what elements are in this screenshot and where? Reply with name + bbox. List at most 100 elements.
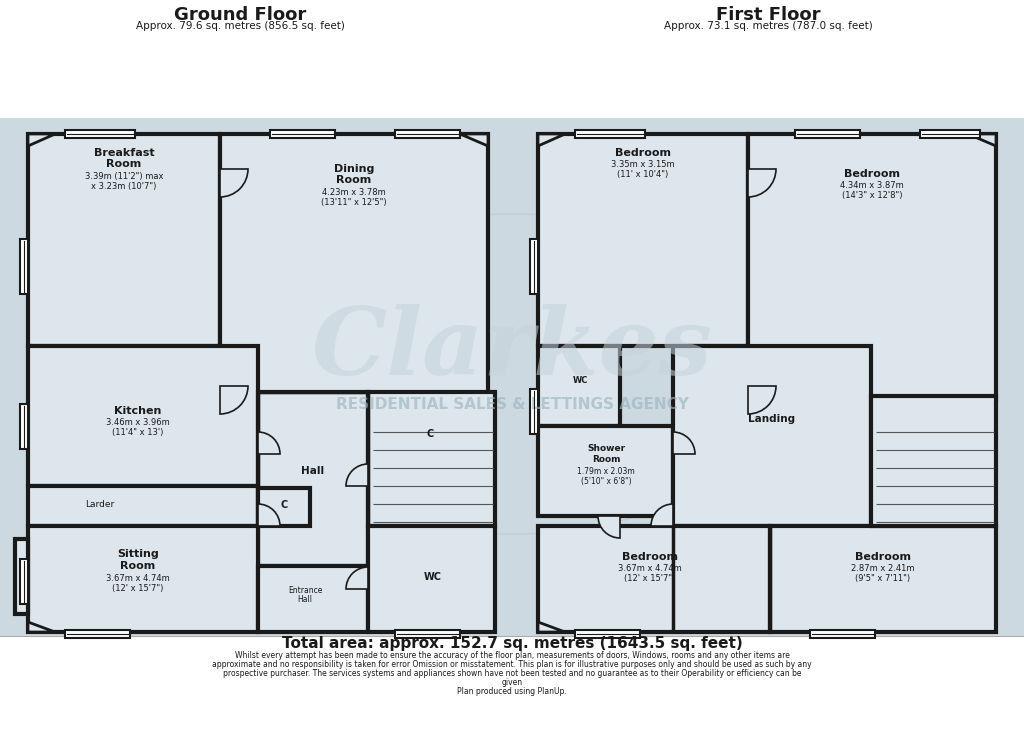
Bar [20, 239, 28, 294]
Bar [258, 392, 368, 566]
Wedge shape [748, 386, 776, 414]
Bar [28, 134, 220, 346]
Text: Hall: Hall [298, 595, 312, 604]
Bar [395, 630, 460, 638]
Text: Plan produced using PlanUp.: Plan produced using PlanUp. [457, 687, 567, 696]
Text: Shower: Shower [587, 444, 625, 453]
Text: 3.46m x 3.96m: 3.46m x 3.96m [106, 418, 170, 427]
Bar [65, 630, 130, 638]
Wedge shape [258, 504, 280, 526]
Text: Breakfast: Breakfast [93, 148, 155, 158]
Text: 1.79m x 2.03m: 1.79m x 2.03m [578, 467, 635, 476]
Text: 3.35m x 3.15m: 3.35m x 3.15m [611, 160, 675, 169]
Bar [575, 630, 640, 638]
Bar [530, 389, 538, 434]
Bar [530, 239, 538, 294]
Bar [258, 566, 368, 632]
Wedge shape [598, 516, 620, 538]
Text: x 3.23m (10'7"): x 3.23m (10'7") [91, 182, 157, 191]
Text: Bedroom: Bedroom [844, 169, 900, 179]
Text: Whilst every attempt has been made to ensure the accuracy of the floor plan, mea: Whilst every attempt has been made to en… [234, 651, 790, 660]
Wedge shape [346, 567, 368, 589]
Bar [748, 134, 996, 399]
Bar [673, 346, 871, 526]
Text: WC: WC [572, 376, 588, 385]
Text: (13'11" x 12'5"): (13'11" x 12'5") [322, 198, 387, 207]
Polygon shape [538, 134, 565, 146]
Text: Total area: approx. 152.7 sq. metres (1643.5 sq. feet): Total area: approx. 152.7 sq. metres (16… [282, 636, 742, 651]
Text: RESIDENTIAL SALES & LETTINGS AGENCY: RESIDENTIAL SALES & LETTINGS AGENCY [336, 397, 688, 411]
Polygon shape [28, 134, 55, 146]
Text: 4.34m x 3.87m: 4.34m x 3.87m [840, 181, 904, 190]
Text: WC: WC [424, 572, 442, 582]
Text: 2.87m x 2.41m: 2.87m x 2.41m [851, 564, 914, 573]
Bar [28, 526, 258, 632]
Text: (5'10" x 6'8"): (5'10" x 6'8") [581, 477, 632, 486]
Text: Larder: Larder [85, 500, 115, 509]
Text: Hall: Hall [301, 466, 325, 476]
Bar [20, 559, 28, 604]
Bar [538, 526, 770, 632]
Text: (9'5" x 7'11"): (9'5" x 7'11") [855, 574, 910, 583]
Text: C: C [281, 500, 288, 510]
Text: Approx. 79.6 sq. metres (856.5 sq. feet): Approx. 79.6 sq. metres (856.5 sq. feet) [135, 21, 344, 31]
Text: approximate and no responsibility is taken for error Omission or misstatement. T: approximate and no responsibility is tak… [212, 660, 812, 669]
Text: First Floor: First Floor [716, 6, 820, 24]
Wedge shape [220, 169, 248, 197]
Bar [538, 346, 620, 426]
Text: (14'3" x 12'8"): (14'3" x 12'8") [842, 191, 902, 200]
Text: Bedroom: Bedroom [615, 148, 671, 158]
Text: Ground Floor: Ground Floor [174, 6, 306, 24]
Text: 3.39m (11'2") max: 3.39m (11'2") max [85, 172, 163, 181]
Bar [795, 130, 860, 138]
Bar [810, 630, 874, 638]
Text: Approx. 73.1 sq. metres (787.0 sq. feet): Approx. 73.1 sq. metres (787.0 sq. feet) [664, 21, 872, 31]
Text: Room: Room [106, 159, 141, 169]
Bar [28, 346, 258, 486]
Text: Room: Room [121, 561, 156, 571]
Text: Clarkes: Clarkes [311, 304, 713, 394]
Text: 3.67m x 4.74m: 3.67m x 4.74m [618, 564, 682, 573]
Bar [220, 134, 488, 399]
Text: Entrance: Entrance [288, 586, 323, 595]
Bar [270, 130, 335, 138]
Wedge shape [651, 504, 673, 526]
Polygon shape [28, 622, 55, 632]
Polygon shape [968, 134, 996, 146]
Polygon shape [538, 622, 565, 632]
Bar [0, 118, 1024, 636]
Text: Kitchen: Kitchen [115, 406, 162, 416]
Bar [368, 392, 495, 526]
Text: (12' x 15'7"): (12' x 15'7") [625, 574, 676, 583]
Text: (12' x 15'7"): (12' x 15'7") [113, 584, 164, 593]
Text: C: C [426, 429, 433, 439]
Bar [20, 404, 28, 449]
Text: Dining: Dining [334, 164, 374, 174]
Bar [920, 130, 980, 138]
Bar [65, 130, 135, 138]
Text: Bedroom: Bedroom [622, 552, 678, 562]
Wedge shape [258, 432, 280, 454]
Text: Room: Room [592, 455, 621, 464]
Text: prospective purchaser. The services systems and appliances shown have not been t: prospective purchaser. The services syst… [223, 669, 801, 678]
Wedge shape [220, 386, 248, 414]
Text: Bedroom: Bedroom [855, 552, 911, 562]
Bar [15, 539, 28, 614]
Polygon shape [460, 134, 488, 146]
Bar [770, 526, 996, 632]
Text: Sitting: Sitting [117, 549, 159, 559]
Text: Landing: Landing [749, 414, 796, 424]
Wedge shape [346, 464, 368, 486]
Wedge shape [673, 432, 695, 454]
Text: 4.23m x 3.78m: 4.23m x 3.78m [323, 188, 386, 197]
Bar [575, 130, 645, 138]
Bar [871, 396, 996, 526]
Text: Room: Room [336, 175, 372, 185]
Bar [28, 486, 258, 526]
Bar [538, 134, 748, 346]
Text: 3.67m x 4.74m: 3.67m x 4.74m [106, 574, 170, 583]
Bar [368, 526, 495, 632]
Bar [395, 130, 460, 138]
Text: (11'4" x 13'): (11'4" x 13') [113, 428, 164, 437]
Bar [258, 488, 310, 526]
